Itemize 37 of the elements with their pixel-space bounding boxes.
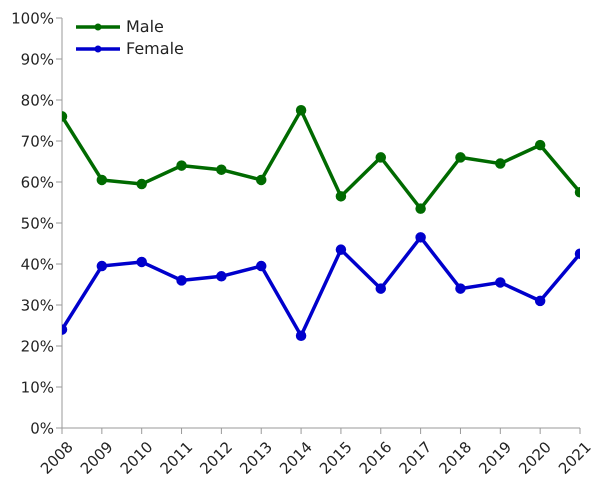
point: [376, 152, 386, 163]
y-tick-label: 70%: [20, 132, 54, 150]
point: [96, 174, 108, 186]
point: [415, 203, 426, 214]
point: [534, 140, 546, 150]
point: [455, 283, 466, 294]
point: [216, 271, 227, 282]
point: [495, 158, 506, 169]
point: [256, 174, 266, 186]
point: [296, 330, 306, 341]
point: [336, 244, 346, 255]
legend-label: Male: [126, 16, 164, 38]
y-tick-label: 50%: [20, 214, 54, 232]
point: [376, 283, 386, 294]
y-tick-label: 60%: [20, 173, 54, 192]
y-tick-label: 20%: [20, 337, 54, 356]
point: [495, 277, 506, 288]
point: [455, 152, 466, 163]
y-tick-label: 90%: [20, 50, 54, 68]
point: [96, 260, 108, 272]
y-tick-label: 30%: [20, 296, 54, 314]
y-tick-label: 80%: [20, 91, 54, 110]
point: [176, 160, 187, 171]
point: [256, 260, 266, 272]
point: [136, 178, 147, 190]
point: [176, 275, 187, 286]
point: [136, 256, 147, 268]
point: [336, 191, 346, 202]
point: [216, 164, 227, 175]
y-tick-label: 100%: [11, 9, 54, 28]
legend-label: Female: [126, 38, 184, 60]
point: [534, 296, 546, 306]
point: [415, 232, 426, 243]
y-tick-label: 0%: [30, 419, 54, 438]
y-tick-label: 10%: [20, 378, 54, 396]
y-tick-label: 40%: [20, 255, 54, 274]
point: [296, 105, 306, 116]
